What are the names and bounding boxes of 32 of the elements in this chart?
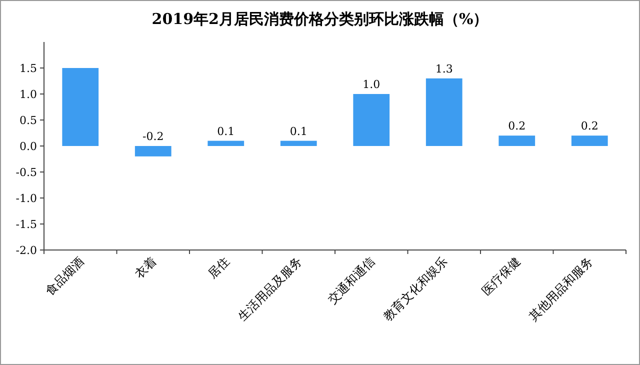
- bar: [426, 78, 462, 146]
- x-tick-label: 衣着: [132, 254, 160, 282]
- x-tick-label: 生活用品及服务: [235, 254, 305, 324]
- data-label: 0.2: [580, 120, 598, 133]
- y-tick-label: -0.5: [16, 166, 37, 179]
- data-label: -0.2: [142, 130, 164, 143]
- data-label: 0.1: [217, 124, 235, 138]
- bar: [134, 146, 172, 156]
- y-tick-label: 0.0: [20, 140, 37, 153]
- bar: [280, 140, 317, 146]
- bar: [62, 68, 99, 146]
- y-tick-label: 0.5: [20, 114, 37, 127]
- x-tick-label: 交通和通信: [325, 254, 378, 307]
- y-tick-label: 1.5: [20, 62, 37, 75]
- x-tick-label: 居住: [205, 254, 232, 282]
- y-tick-label: 1.0: [20, 88, 37, 101]
- y-tick-label: -1.5: [16, 218, 37, 231]
- data-label: 0.2: [508, 120, 526, 133]
- bar: [353, 94, 390, 146]
- x-tick-label: 教育文化和娱乐: [380, 254, 450, 324]
- data-label: 1.3: [435, 62, 453, 76]
- bar: [208, 140, 244, 146]
- data-label: 0.1: [290, 124, 308, 138]
- bar: [498, 136, 536, 146]
- y-tick-label: -1.0: [16, 192, 37, 205]
- x-tick-label: 食品烟酒: [42, 254, 86, 298]
- data-label: 1.0: [362, 78, 380, 91]
- y-tick-label: -2.0: [16, 244, 37, 257]
- bar: [571, 136, 608, 146]
- chart-title: 2019年2月居民消费价格分类别环比涨跌幅（%）: [152, 10, 488, 28]
- x-tick-label: 其他用品和服务: [526, 254, 596, 324]
- x-tick-label: 医疗保健: [479, 254, 523, 298]
